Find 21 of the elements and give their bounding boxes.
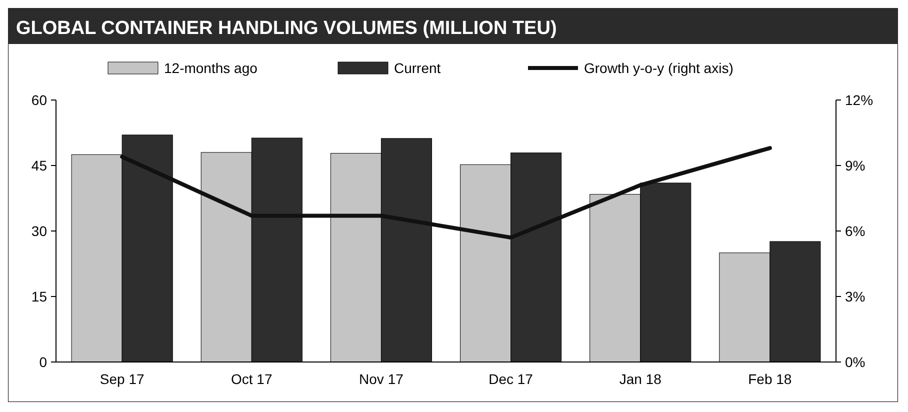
y-tick-label: 30: [31, 223, 48, 239]
y2-tick-label: 6%: [845, 223, 866, 239]
y2-tick-label: 0%: [845, 354, 866, 370]
line-series: [120, 146, 772, 240]
x-tick-label: Sep 17: [100, 371, 144, 387]
y-tick-label: 45: [31, 158, 48, 174]
y2-tick-label: 3%: [845, 288, 866, 304]
chart-title: GLOBAL CONTAINER HANDLING VOLUMES (MILLION TEU): [16, 18, 557, 39]
legend-label: Growth y-o-y (right axis): [584, 60, 734, 76]
x-tick-label: Feb 18: [748, 371, 792, 387]
y2-tick-label: 12%: [845, 92, 874, 108]
y2-tick-label: 9%: [845, 158, 866, 174]
y-tick-label: 0: [39, 354, 48, 370]
x-tick-label: Nov 17: [359, 371, 404, 387]
x-tick-label: Jan 18: [619, 371, 662, 387]
x-tick-label: Dec 17: [488, 371, 534, 387]
y-tick-label: 60: [31, 92, 48, 108]
x-tick-label: Oct 17: [231, 371, 272, 387]
legend-label: 12-months ago: [164, 60, 258, 76]
legend-label: Current: [394, 60, 441, 76]
y-tick-label: 15: [31, 288, 48, 304]
